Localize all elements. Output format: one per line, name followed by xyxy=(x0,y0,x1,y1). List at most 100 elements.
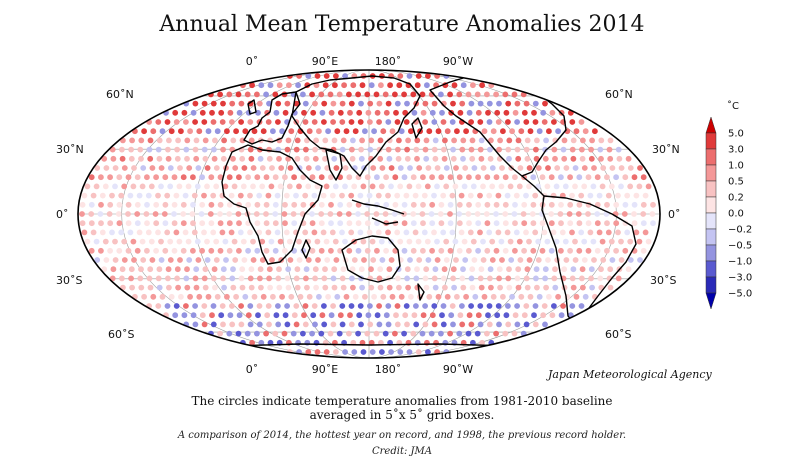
anomaly-dot xyxy=(441,155,448,162)
anomaly-dot xyxy=(633,229,640,236)
anomaly-dot xyxy=(486,229,493,236)
anomaly-dot xyxy=(314,73,321,79)
anomaly-dot xyxy=(230,266,236,273)
anomaly-dot xyxy=(256,192,263,199)
anomaly-dot xyxy=(358,266,365,273)
anomaly-dot xyxy=(415,349,422,355)
anomaly-dot xyxy=(301,109,307,116)
anomaly-dot xyxy=(558,220,564,227)
anomaly-dot xyxy=(444,293,451,300)
anomaly-dot xyxy=(109,192,115,199)
anomaly-dot xyxy=(260,128,267,135)
anomaly-dot xyxy=(530,220,537,227)
anomaly-dot xyxy=(604,201,610,208)
anomaly-dot xyxy=(370,257,377,263)
anomaly-dot xyxy=(211,146,217,153)
anomaly-dot xyxy=(524,266,531,273)
anomaly-dot xyxy=(534,284,540,291)
anomaly-dot xyxy=(250,238,256,245)
anomaly-dot xyxy=(214,128,221,135)
anomaly-dot xyxy=(636,238,643,245)
anomaly-dot xyxy=(218,109,225,116)
anomaly-dot xyxy=(204,257,211,263)
anomaly-dot xyxy=(477,119,484,125)
anomaly-dot xyxy=(505,275,512,282)
lon-label-top-0: 0˚ xyxy=(246,55,259,68)
anomaly-dot xyxy=(530,247,537,254)
anomaly-dot xyxy=(642,229,649,236)
anomaly-dot xyxy=(240,238,247,245)
anomaly-dot xyxy=(389,128,396,135)
anomaly-dot xyxy=(561,266,568,273)
anomaly-dot xyxy=(330,321,337,328)
anomaly-dot xyxy=(167,183,174,190)
anomaly-dot xyxy=(232,165,239,171)
anomaly-dot xyxy=(112,183,118,190)
anomaly-dot xyxy=(79,220,86,227)
anomaly-dot xyxy=(485,109,491,116)
anomaly-dot xyxy=(287,257,294,263)
anomaly-dot xyxy=(347,312,353,319)
anomaly-dot xyxy=(355,220,362,227)
anomaly-dot xyxy=(422,119,428,125)
anomaly-dot xyxy=(447,220,454,227)
anomaly-dot xyxy=(582,128,589,135)
anomaly-dot xyxy=(236,312,243,319)
anomaly-dot xyxy=(239,155,246,162)
anomaly-dot xyxy=(650,220,656,227)
anomaly-dot xyxy=(470,238,477,245)
anomaly-dot xyxy=(457,312,464,319)
anomaly-dot xyxy=(585,247,592,254)
anomaly-dot xyxy=(379,73,385,79)
anomaly-dot xyxy=(107,247,113,254)
anomaly-dot xyxy=(456,220,463,227)
anomaly-dot xyxy=(318,211,325,217)
anomaly-dot xyxy=(282,201,288,208)
anomaly-dot xyxy=(408,128,414,135)
anomaly-dot xyxy=(362,128,368,135)
anomaly-dot xyxy=(330,303,336,309)
anomaly-dot xyxy=(199,312,206,319)
anomaly-dot xyxy=(247,146,254,153)
anomaly-dot xyxy=(198,211,205,217)
anomaly-dot xyxy=(423,137,430,144)
anomaly-dot xyxy=(477,321,484,328)
anomaly-dot xyxy=(459,303,465,309)
anomaly-dot xyxy=(514,146,521,153)
anomaly-dot xyxy=(579,155,586,162)
anomaly-dot xyxy=(532,119,539,125)
anomaly-dot xyxy=(474,211,481,217)
anomaly-dot xyxy=(518,128,525,135)
anomaly-dot xyxy=(379,165,386,171)
anomaly-dot xyxy=(219,303,226,309)
anomaly-dot xyxy=(272,211,279,217)
lon-label-bottom-0: 0˚ xyxy=(246,363,259,376)
anomaly-dot xyxy=(513,192,520,199)
anomaly-dot xyxy=(475,220,482,227)
anomaly-dot xyxy=(329,192,336,199)
anomaly-dot xyxy=(270,128,276,135)
anomaly-dot xyxy=(287,165,294,171)
anomaly-dot xyxy=(147,266,154,273)
anomaly-dot xyxy=(328,312,335,319)
anomaly-dot xyxy=(507,238,514,245)
anomaly-dot xyxy=(138,155,144,162)
anomaly-dot xyxy=(147,155,154,162)
anomaly-dot xyxy=(208,174,215,181)
anomaly-dot xyxy=(374,312,381,319)
anomaly-dot xyxy=(294,284,301,291)
anomaly-dot xyxy=(373,330,380,337)
anomaly-dot xyxy=(581,165,588,171)
anomaly-dot xyxy=(496,100,502,107)
lat-label-right-0: 0˚ xyxy=(668,208,681,221)
anomaly-dot xyxy=(645,183,652,190)
anomaly-dot xyxy=(318,220,325,227)
anomaly-dot xyxy=(625,266,632,273)
anomaly-dot xyxy=(118,229,125,236)
anomaly-dot xyxy=(432,266,439,273)
colorbar-tick-label: 3.0 xyxy=(728,145,744,156)
anomaly-dot xyxy=(389,293,396,300)
lat-label-right-60s: 60˚S xyxy=(605,328,631,341)
lat-label-right-30s: 30˚S xyxy=(650,274,676,287)
anomaly-dot xyxy=(396,82,403,89)
